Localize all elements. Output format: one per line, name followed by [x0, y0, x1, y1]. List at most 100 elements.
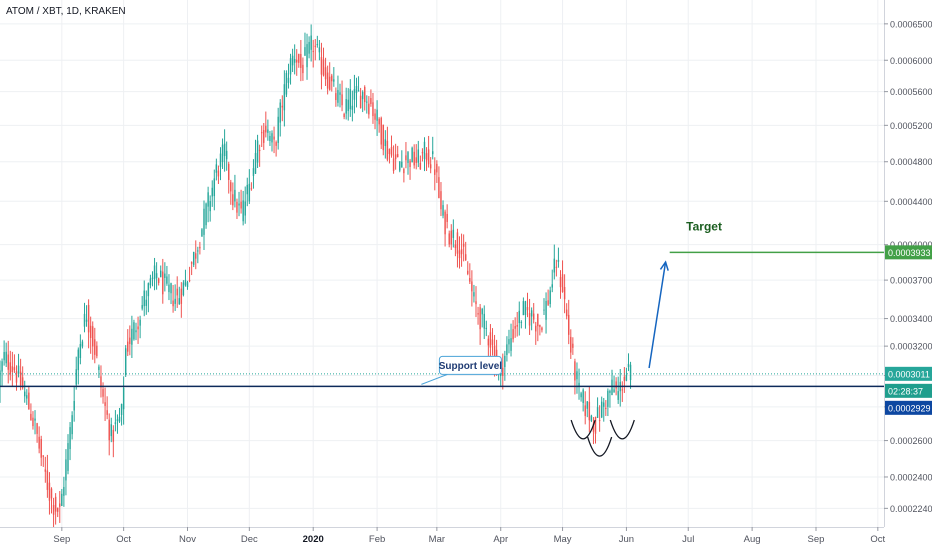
- symbol-title: ATOM / XBT, 1D, KRAKEN: [6, 6, 126, 17]
- candle-body: [432, 151, 434, 155]
- candle-body: [460, 249, 463, 255]
- candle-body: [382, 124, 384, 151]
- annotations: Support level Target: [0, 219, 884, 457]
- candle-body: [197, 250, 199, 252]
- candle-body: [265, 125, 267, 133]
- candle-body: [316, 44, 319, 46]
- candle-body: [355, 86, 358, 94]
- time-axis[interactable]: Sep Oct Nov Dec 2020 Feb Mar Apr May Jun Jul Aug Sep…: [0, 527, 932, 550]
- candle-body: [479, 307, 481, 330]
- candle-body: [623, 376, 626, 381]
- candle-body: [572, 343, 574, 348]
- candle-body: [0, 370, 1, 387]
- candle-body: [13, 367, 16, 371]
- candle-body: [394, 154, 397, 160]
- candle-body: [417, 149, 420, 163]
- candle-body: [250, 188, 253, 190]
- support-level-label: Support level: [439, 361, 503, 372]
- candle-body: [73, 400, 75, 411]
- candle-body: [275, 142, 277, 146]
- candle-body: [223, 143, 226, 157]
- candle-body: [351, 105, 354, 110]
- candle-body: [164, 273, 166, 278]
- candle-body: [615, 381, 617, 389]
- price-tick-label: 0.0006500: [890, 19, 932, 29]
- target-label: Target: [686, 219, 722, 233]
- candle-body: [192, 251, 195, 265]
- candle-body: [162, 271, 164, 295]
- candle-body: [252, 168, 255, 176]
- candle-body: [469, 278, 471, 282]
- candle-body: [310, 35, 312, 50]
- candle-body: [598, 420, 601, 422]
- candle-body: [293, 59, 296, 63]
- candle-body: [539, 324, 541, 328]
- candle-body: [118, 416, 121, 422]
- candle-body: [108, 419, 110, 441]
- candle-body: [157, 278, 160, 283]
- candle-body: [283, 84, 286, 111]
- candle-body: [364, 87, 366, 103]
- candle-body: [582, 389, 584, 403]
- candle-body: [209, 201, 211, 212]
- candle-body: [627, 363, 630, 368]
- candle-body: [526, 307, 529, 311]
- candle-body: [201, 229, 203, 237]
- candle-body: [563, 286, 566, 300]
- candle-body: [541, 327, 543, 331]
- candle-body: [357, 90, 360, 92]
- candle-body: [522, 301, 525, 316]
- pattern-cup-2: [587, 436, 613, 457]
- candle-body: [545, 300, 547, 320]
- candle-body: [442, 205, 444, 216]
- candle-body: [473, 292, 475, 297]
- grid: [0, 0, 884, 527]
- time-tick-label: Jun: [619, 534, 634, 545]
- candle-body: [63, 486, 65, 496]
- candle-body: [537, 314, 539, 327]
- candle-body: [100, 376, 102, 388]
- candle-body: [475, 301, 477, 305]
- candle-body: [120, 404, 123, 416]
- candle-body: [77, 349, 80, 371]
- candle-body: [366, 101, 368, 103]
- candle-body: [384, 139, 387, 146]
- candle-body: [409, 160, 411, 168]
- candle-body: [592, 423, 595, 432]
- candle-body: [464, 254, 467, 261]
- candle-body: [368, 103, 370, 115]
- candle-body: [281, 105, 284, 108]
- candle-body: [326, 72, 329, 89]
- candle-body: [98, 366, 100, 371]
- candle-body: [458, 250, 461, 259]
- candle-body: [524, 301, 527, 315]
- candle-body: [92, 326, 94, 347]
- candle-body: [333, 79, 335, 82]
- price-tick-label: 0.0005600: [890, 87, 932, 97]
- price-axis[interactable]: 0.00022400.00024000.00026000.00028000.00…: [884, 0, 932, 550]
- last-price-label: 0.0003011: [888, 369, 930, 379]
- candle-body: [296, 59, 298, 63]
- candle-body: [190, 262, 193, 264]
- candle-body: [44, 469, 47, 472]
- candle-body: [300, 54, 302, 68]
- candle-body: [46, 470, 49, 490]
- candle-body: [535, 325, 537, 332]
- candle-body: [217, 170, 220, 177]
- candle-body: [228, 163, 230, 180]
- candle-body: [586, 401, 588, 409]
- candle-body: [256, 140, 259, 163]
- candle-body: [174, 298, 176, 304]
- candle-body: [629, 364, 632, 381]
- candle-body: [213, 178, 216, 197]
- candle-body: [75, 369, 77, 385]
- candle-body: [3, 352, 5, 361]
- candle-body: [584, 405, 586, 416]
- support-callout-box: [438, 355, 502, 375]
- pattern-cup-3: [609, 419, 635, 440]
- price-tick-label: 0.0006000: [890, 56, 932, 66]
- candle-body: [481, 308, 483, 315]
- candle-body: [331, 75, 333, 82]
